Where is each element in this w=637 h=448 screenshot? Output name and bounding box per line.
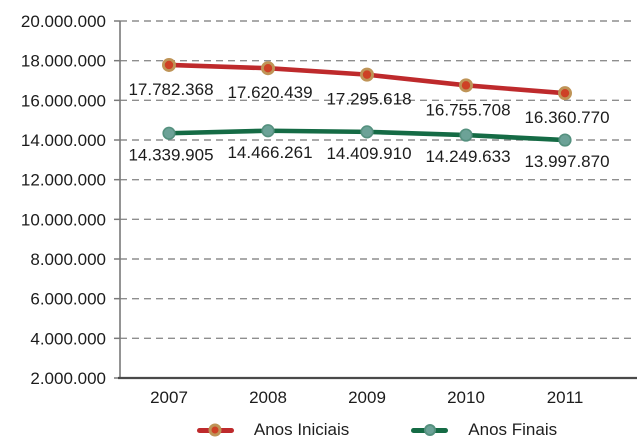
legend-label-anos-iniciais: Anos Iniciais <box>253 419 350 439</box>
data-point-marker <box>161 57 176 72</box>
x-axis-label: 2011 <box>547 388 584 407</box>
y-axis-label: 16.000.000 <box>21 91 106 110</box>
data-point-marker <box>360 125 374 139</box>
legend-dot-red <box>208 423 222 437</box>
x-axis-label: 2009 <box>348 388 386 407</box>
x-axis-label: 2008 <box>249 388 287 407</box>
data-label: 16.755.708 <box>425 100 510 119</box>
data-point-marker <box>162 126 176 140</box>
anos-finais-line-marker-icon <box>411 423 449 438</box>
data-label: 16.360.770 <box>524 108 609 127</box>
legend-item-anos-finais: Anos Finais <box>411 421 557 440</box>
y-axis-label: 8.000.000 <box>30 250 106 269</box>
y-axis-label: 12.000.000 <box>21 171 106 190</box>
y-axis-label: 14.000.000 <box>21 131 106 150</box>
data-label: 14.466.261 <box>227 143 312 162</box>
legend-dot-green <box>423 424 436 436</box>
y-axis-label: 2.000.000 <box>30 369 106 388</box>
data-label: 17.295.618 <box>326 90 411 109</box>
y-axis-label: 20.000.000 <box>21 12 106 31</box>
y-axis-label: 18.000.000 <box>21 52 106 71</box>
data-point-marker <box>261 124 275 138</box>
anos-iniciais-line-marker-icon <box>196 423 234 438</box>
x-axis-label: 2007 <box>150 388 188 407</box>
data-point-marker <box>458 78 473 93</box>
legend-item-anos-iniciais: Anos Iniciais <box>196 419 350 440</box>
x-axis-label: 2010 <box>447 388 485 407</box>
y-axis-label: 10.000.000 <box>21 210 106 229</box>
data-point-marker <box>359 67 374 82</box>
data-point-marker <box>558 86 573 101</box>
chart-legend: Anos Iniciais Anos Finais <box>120 416 634 444</box>
data-label: 14.339.905 <box>128 145 213 164</box>
data-label: 14.249.633 <box>425 147 510 166</box>
data-point-marker <box>558 133 572 147</box>
data-point-marker <box>459 128 473 142</box>
data-label: 17.782.368 <box>128 80 213 99</box>
y-axis-label: 6.000.000 <box>30 290 106 309</box>
y-axis-label: 4.000.000 <box>30 329 106 348</box>
data-label: 17.620.439 <box>227 83 312 102</box>
legend-label-anos-finais: Anos Finais <box>468 419 558 439</box>
data-label: 13.997.870 <box>524 152 609 171</box>
data-point-marker <box>260 61 275 76</box>
data-label: 14.409.910 <box>326 144 411 163</box>
